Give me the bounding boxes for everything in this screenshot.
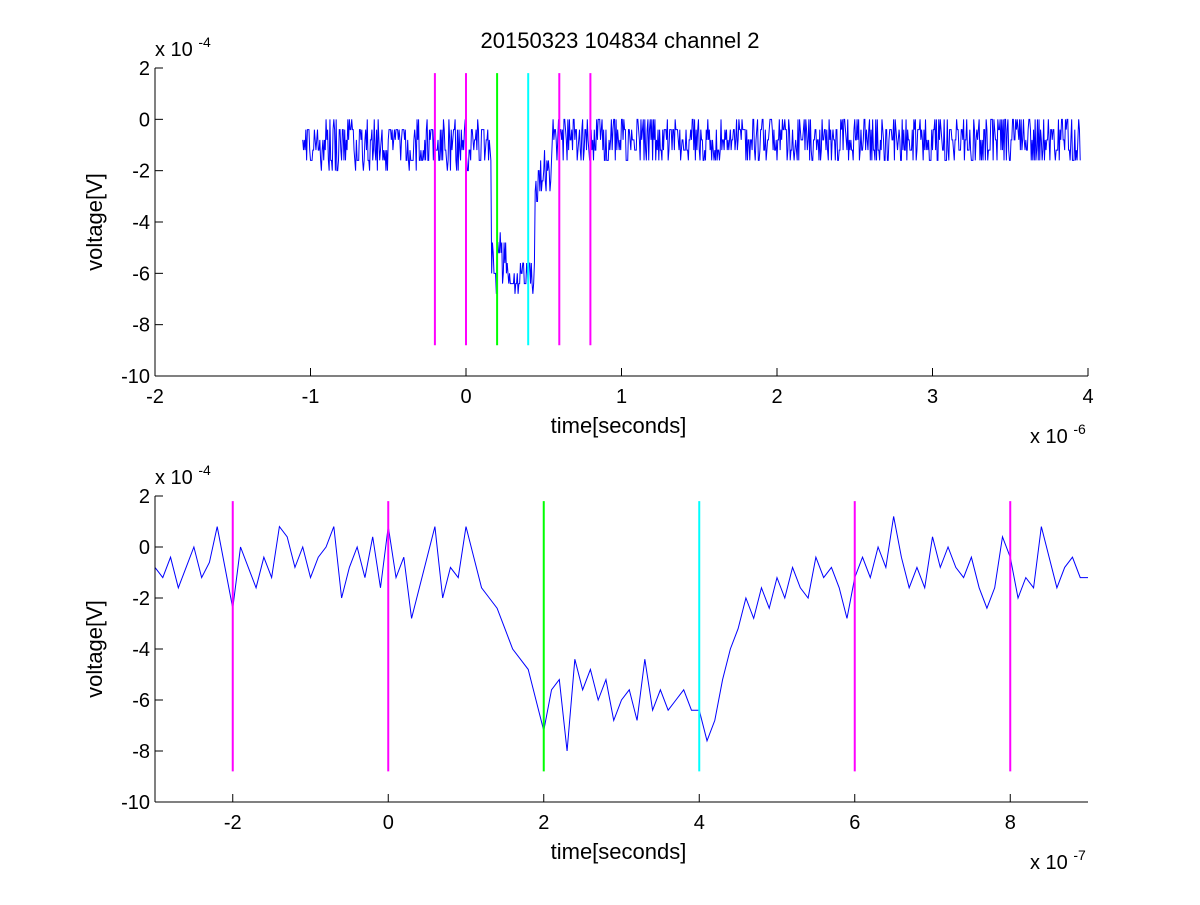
trace-group [302, 118, 1081, 294]
y-tick-label: -10 [121, 792, 150, 814]
y-tick-label: -2 [132, 161, 150, 183]
y-tick-label: -6 [132, 263, 150, 285]
y-tick-label: -8 [132, 315, 150, 337]
x-axis-label: time[seconds] [551, 413, 687, 438]
y-tick-label: -4 [132, 639, 150, 661]
x-tick-label: -2 [146, 386, 164, 408]
voltage-series-line [154, 516, 1088, 752]
x-tick-label: 8 [1005, 812, 1016, 834]
voltage-series-line [302, 118, 1081, 294]
x-exponent-power: -6 [1073, 421, 1086, 437]
y-exponent-power: -4 [198, 462, 211, 478]
x-tick-label: 3 [927, 386, 938, 408]
x-tick-label: 0 [383, 812, 394, 834]
x-tick-label: 4 [1082, 386, 1093, 408]
x-tick-label: -1 [302, 386, 320, 408]
y-tick-label: -8 [132, 741, 150, 763]
y-tick-label: -2 [132, 588, 150, 610]
x-exponent-label: x 10 -7 [1030, 847, 1086, 874]
y-tick-label: -4 [132, 212, 150, 234]
y-axis-label: voltage[V] [82, 600, 107, 698]
x-tick-label: -2 [224, 812, 242, 834]
x-tick-label: 1 [616, 386, 627, 408]
y-tick-label: -6 [132, 690, 150, 712]
trace-group [154, 516, 1088, 752]
x-tick-label: 2 [538, 812, 549, 834]
y-tick-label: 0 [139, 109, 150, 131]
y-exponent-label: x 10 -4 [155, 462, 211, 489]
figure-title: 20150323 104834 channel 2 [481, 28, 760, 53]
y-axis-label: voltage[V] [82, 173, 107, 271]
y-tick-label: -10 [121, 366, 150, 388]
x-tick-label: 2 [771, 386, 782, 408]
x-tick-label: 0 [460, 386, 471, 408]
y-exponent-power: -4 [198, 34, 211, 50]
y-tick-label: 2 [139, 58, 150, 80]
x-tick-label: 4 [694, 812, 705, 834]
x-exponent-power: -7 [1073, 847, 1086, 863]
y-tick-label: 0 [139, 537, 150, 559]
y-tick-label: 2 [139, 486, 150, 508]
x-axis-label: time[seconds] [551, 839, 687, 864]
x-tick-label: 6 [849, 812, 860, 834]
